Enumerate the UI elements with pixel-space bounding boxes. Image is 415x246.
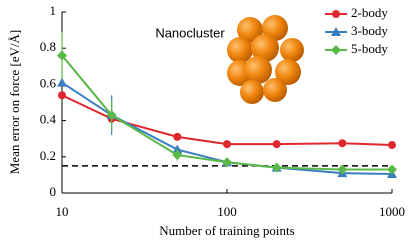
x-tick-label: 10: [56, 204, 69, 219]
marker: [388, 141, 396, 150]
marker: [337, 164, 348, 175]
marker: [57, 77, 67, 87]
y-tick-label: 0.8: [40, 39, 56, 54]
x-tick-label: 100: [217, 204, 237, 219]
annotation: Nanocluster: [155, 25, 225, 40]
marker: [173, 132, 182, 141]
marker: [222, 157, 232, 168]
marker: [331, 27, 341, 36]
x-tick-label: 1000: [379, 204, 405, 219]
y-tick-label: 0.2: [40, 148, 56, 163]
nanocluster-image: [227, 15, 304, 104]
legend-label: 5-body: [351, 41, 388, 56]
marker: [172, 149, 183, 160]
legend-label: 2-body: [351, 5, 388, 20]
marker: [172, 144, 183, 154]
y-axis-label: Mean error on force [eV/Å]: [7, 30, 22, 174]
y-tick-label: 1: [50, 3, 57, 18]
marker: [387, 164, 397, 175]
marker: [331, 45, 341, 55]
marker: [271, 162, 282, 173]
marker: [223, 140, 231, 149]
y-tick-label: 0: [50, 184, 57, 199]
y-tick-label: 0.4: [40, 112, 57, 127]
x-axis-label: Number of training points: [159, 223, 294, 238]
marker: [106, 110, 117, 121]
y-tick-label: 0.6: [40, 75, 57, 90]
marker: [338, 139, 347, 148]
marker: [58, 91, 66, 100]
marker: [332, 10, 340, 18]
legend-label: 3-body: [351, 23, 388, 38]
marker: [57, 50, 67, 61]
marker: [272, 140, 281, 149]
